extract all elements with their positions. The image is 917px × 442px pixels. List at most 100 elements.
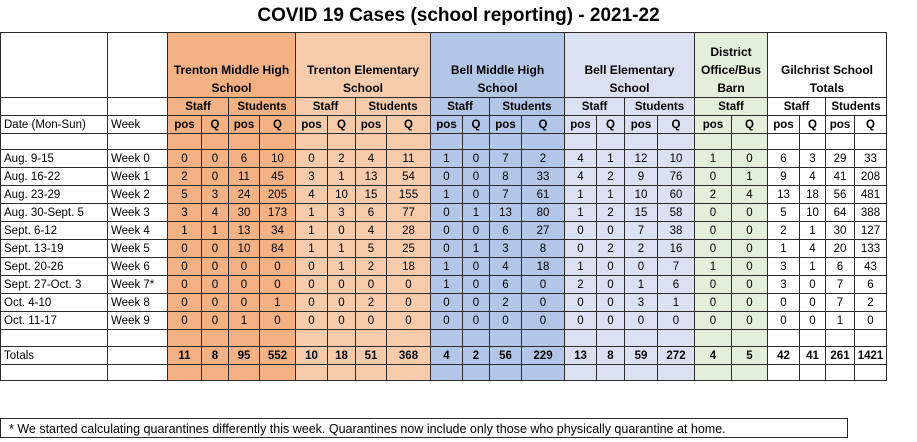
value-cell: 8 [201,346,229,365]
pos-header: pos [430,115,463,134]
value-cell: 20 [825,239,855,258]
value-cell: 76 [657,167,695,186]
value-cell: 7 [657,257,695,276]
value-cell: 10 [624,185,658,204]
staff-header: Staff [295,97,356,116]
value-cell: 1421 [854,346,887,365]
value-cell: 0 [564,221,597,240]
value-cell: 0 [731,149,768,168]
blank-cell [564,133,597,150]
table-row: Aug. 9-15 Week 0 0 0 6 10 0 2 4 11 1 0 7 2 4 1 12 10 1 0 6 3 2… [0,149,887,168]
value-cell: 8 [521,239,565,258]
value-cell: 7 [489,149,522,168]
value-cell: 10 [799,203,826,222]
value-cell: 3 [201,185,229,204]
value-cell: 0 [430,311,463,330]
value-cell: 1 [825,311,855,330]
value-cell: 80 [521,203,565,222]
value-cell: 1 [731,167,768,186]
value-cell: 6 [657,275,695,294]
value-cell: 13 [489,203,522,222]
page-title: COVID 19 Cases (school reporting) - 2021… [257,5,660,26]
school-header-bell-elementary: Bell Elementary School [564,32,695,98]
value-cell: 6 [355,203,387,222]
value-cell: 0 [799,311,826,330]
blank-cell [0,364,108,381]
value-cell: 0 [228,257,260,276]
value-cell: 2 [624,239,658,258]
value-cell: 3 [624,293,658,312]
value-cell: 0 [295,257,328,276]
value-cell: 41 [799,346,826,365]
value-cell: 4 [564,167,597,186]
footnote: * We started calculating quarantines dif… [0,418,848,438]
blank-cell [355,329,387,347]
value-cell: 2 [596,167,625,186]
blank-cell [799,133,826,150]
value-cell: 4 [355,149,387,168]
value-cell: 0 [596,293,625,312]
value-cell: 0 [564,239,597,258]
blank-cell [355,364,387,381]
value-cell: 13 [228,221,260,240]
blank-cell [825,133,855,150]
blank-cell [564,329,597,347]
blank-cell [327,364,356,381]
school-header-bell-middle-high: Bell Middle High School [430,32,565,98]
value-cell: 0 [327,275,356,294]
value-cell: 0 [462,185,490,204]
value-cell: 1 [295,203,328,222]
blank-cell [386,364,431,381]
value-cell: 0 [694,167,732,186]
value-cell: 8 [596,346,625,365]
value-cell: 0 [295,275,328,294]
value-cell: 0 [327,293,356,312]
value-cell: 0 [564,311,597,330]
blank-cell [201,364,229,381]
blank-cell [386,329,431,347]
value-cell: 60 [657,185,695,204]
value-cell: 7 [825,293,855,312]
value-cell: 0 [564,293,597,312]
value-cell: 4 [799,167,826,186]
value-cell: 0 [259,257,296,276]
value-cell: 0 [624,257,658,276]
value-cell: 0 [430,239,463,258]
blank-cell [430,133,463,150]
staff-header: Staff [430,97,490,116]
staff-header: Staff [564,97,625,116]
date-cell: Aug. 30-Sept. 5 [0,203,108,222]
value-cell: 0 [430,203,463,222]
pos-header: pos [167,115,202,134]
value-cell: 0 [295,311,328,330]
value-cell: 38 [657,221,695,240]
totals-label: Totals [0,346,108,365]
value-cell: 3 [489,239,522,258]
value-cell: 33 [521,167,565,186]
value-cell: 0 [462,257,490,276]
value-cell: 34 [259,221,296,240]
value-cell: 13 [767,185,800,204]
value-cell: 0 [295,149,328,168]
value-cell: 1 [327,257,356,276]
q-header: Q [596,115,625,134]
value-cell: 4 [295,185,328,204]
value-cell: 0 [731,293,768,312]
value-cell: 29 [825,149,855,168]
value-cell: 0 [259,275,296,294]
value-cell: 2 [462,346,490,365]
value-cell: 6 [767,149,800,168]
value-cell: 1 [462,239,490,258]
value-cell: 0 [355,311,387,330]
blank-cell [854,329,887,347]
value-cell: 30 [228,203,260,222]
blank-cell [167,364,202,381]
week-cell: Week 1 [107,167,168,186]
blank-cell [107,329,168,347]
value-cell: 1 [295,221,328,240]
value-cell: 1 [564,203,597,222]
value-cell: 77 [386,203,431,222]
students-header: Students [489,97,565,116]
value-cell: 0 [694,203,732,222]
value-cell: 24 [228,185,260,204]
